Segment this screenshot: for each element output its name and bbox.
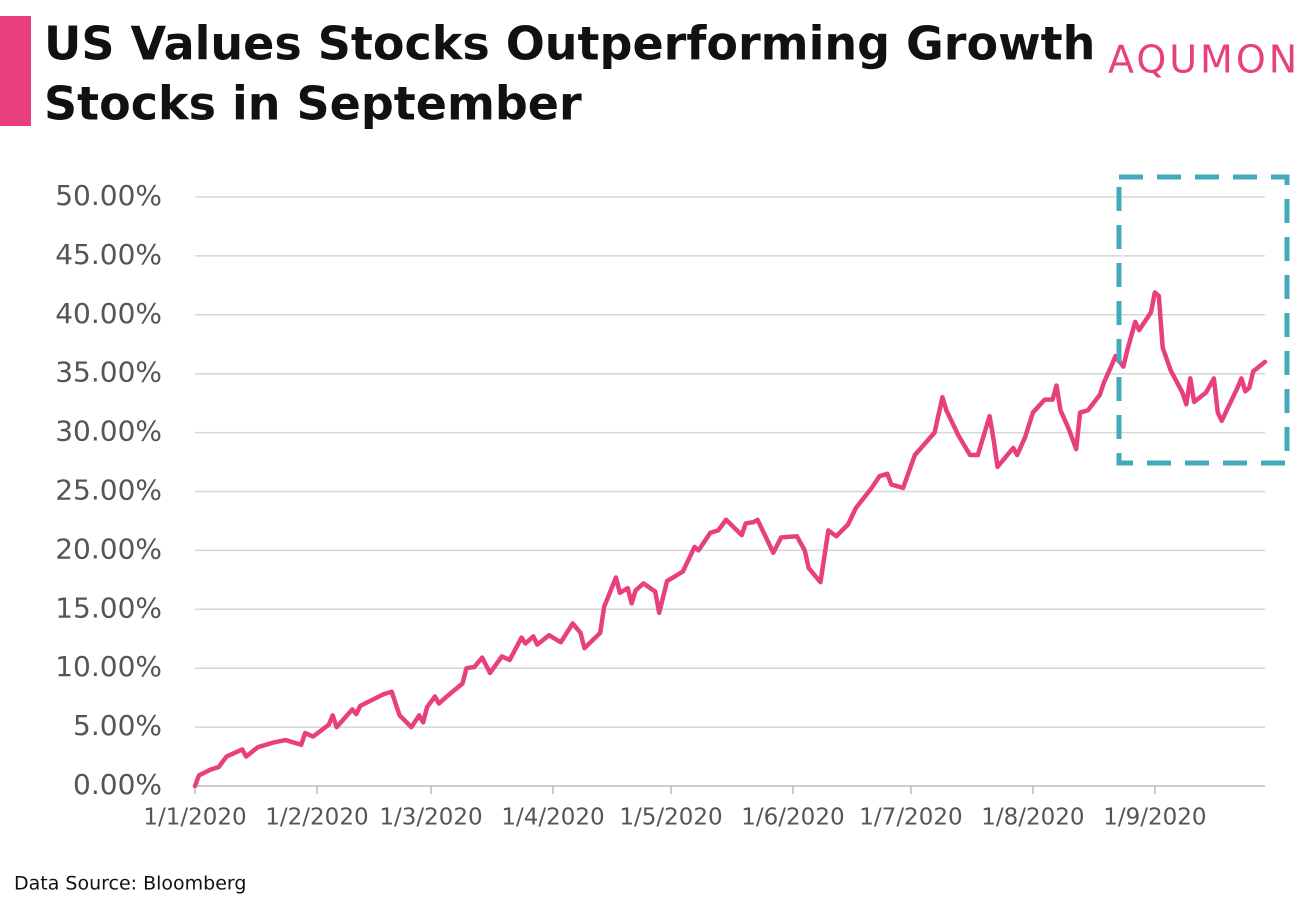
y-tick-label: 45.00% <box>55 238 162 271</box>
y-tick-label: 5.00% <box>73 709 162 742</box>
data-line <box>192 290 1268 789</box>
x-tick-label: 1/4/2020 <box>501 805 604 831</box>
y-tick-label: 0.00% <box>73 768 162 801</box>
y-tick-label: 15.00% <box>55 591 162 624</box>
y-tick-label: 10.00% <box>55 650 162 683</box>
y-tick-label: 25.00% <box>55 474 162 507</box>
y-tick-label: 50.00% <box>55 179 162 212</box>
source-note: Data Source: Bloomberg <box>14 873 246 895</box>
chart-title: Stocks in September <box>44 77 582 131</box>
highlight-box <box>1116 174 1290 466</box>
x-tick-label: 1/3/2020 <box>379 805 482 831</box>
x-tick-label: 1/7/2020 <box>859 805 962 831</box>
x-tick-label: 1/1/2020 <box>143 805 246 831</box>
y-tick-label: 40.00% <box>55 297 162 330</box>
x-tick-label: 1/8/2020 <box>981 805 1084 831</box>
x-tick-label: 1/9/2020 <box>1103 805 1206 831</box>
y-tick-label: 30.00% <box>55 415 162 448</box>
chart-title: US Values Stocks Outperforming Growth <box>44 17 1095 71</box>
brand-logo: AQUMON <box>1108 38 1300 82</box>
title-accent <box>0 16 31 126</box>
y-tick-label: 35.00% <box>55 356 162 389</box>
y-tick-label: 20.00% <box>55 532 162 565</box>
x-tick-label: 1/5/2020 <box>619 805 722 831</box>
x-tick-label: 1/2/2020 <box>265 805 368 831</box>
x-tick-label: 1/6/2020 <box>741 805 844 831</box>
